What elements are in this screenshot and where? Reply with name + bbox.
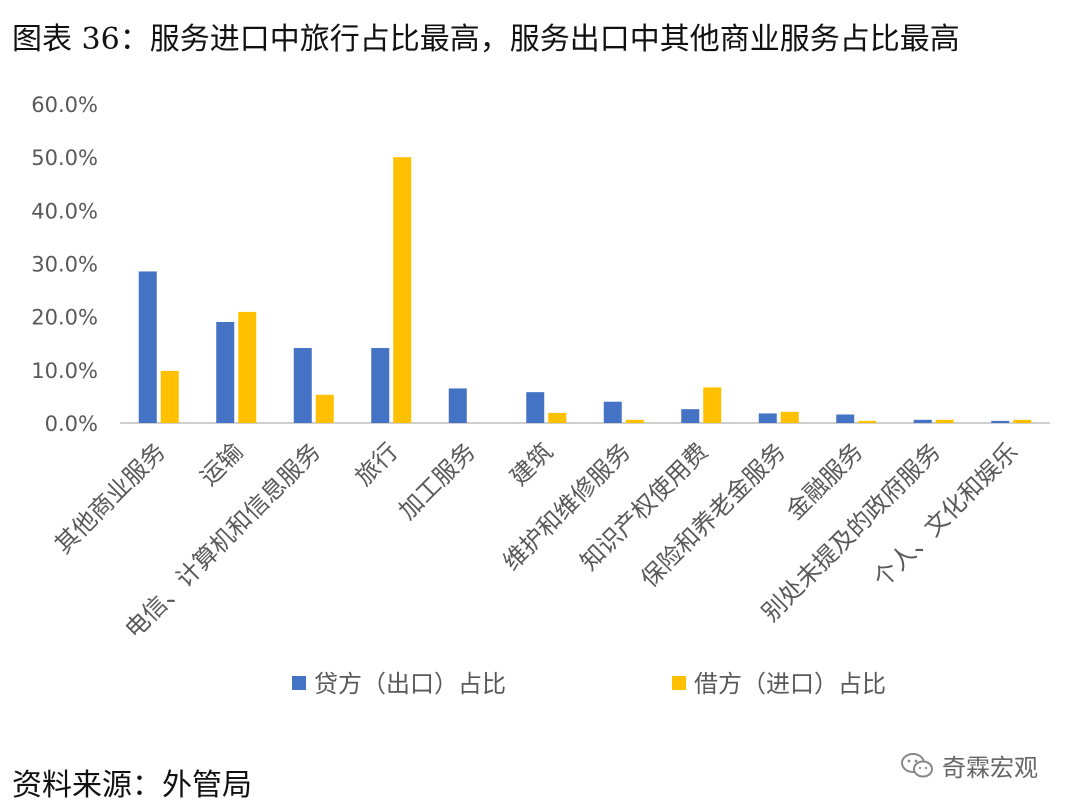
- y-tick-label: 50.0%: [31, 146, 98, 170]
- bar-import: [315, 394, 334, 423]
- bar-export: [371, 348, 390, 423]
- bar-export: [216, 321, 235, 423]
- bar-export: [758, 413, 777, 423]
- bar-import: [160, 370, 179, 423]
- bar-import: [625, 419, 644, 423]
- bar-export: [913, 419, 932, 423]
- x-tick-label: 个人、文化和娱乐: [868, 437, 1024, 593]
- legend: 贷方（出口）占比 借方（进口）占比: [292, 670, 886, 698]
- x-tick-label: 保险和养老金服务: [635, 437, 791, 593]
- x-tick-label: 运输: [195, 437, 249, 491]
- bar-import: [703, 387, 722, 423]
- y-tick-label: 0.0%: [45, 412, 98, 436]
- legend-swatch: [292, 676, 306, 690]
- x-tick-label: 其他商业服务: [49, 437, 171, 559]
- bars: [138, 157, 1032, 423]
- y-tick-label: 20.0%: [31, 306, 98, 330]
- bar-import: [858, 420, 877, 423]
- x-tick-label: 旅行: [350, 437, 404, 491]
- watermark: 奇霖宏观: [900, 748, 1038, 783]
- bar-export: [603, 401, 622, 423]
- bar-export: [448, 388, 467, 423]
- bar-import: [393, 157, 412, 423]
- x-tick-label: 加工服务: [393, 437, 481, 525]
- legend-swatch: [672, 676, 686, 690]
- y-tick-label: 60.0%: [31, 93, 98, 117]
- bar-import: [935, 419, 954, 423]
- source-note: 资料来源：外管局: [12, 768, 252, 803]
- bar-export: [138, 271, 157, 423]
- legend-label: 借方（进口）占比: [694, 670, 886, 698]
- y-tick-label: 30.0%: [31, 253, 98, 277]
- bar-export: [681, 409, 700, 423]
- chart-title: 图表 36：服务进口中旅行占比最高，服务出口中其他商业服务占比最高: [12, 22, 960, 57]
- bar-import: [238, 311, 257, 423]
- y-tick-label: 10.0%: [31, 359, 98, 383]
- bar-import: [548, 412, 567, 423]
- bar-import: [1013, 419, 1032, 423]
- y-axis-ticks: 0.0% 10.0% 20.0% 30.0% 40.0% 50.0% 60.0%: [31, 93, 98, 436]
- bar-export: [991, 420, 1010, 423]
- bar-export: [526, 392, 545, 423]
- watermark-text: 奇霖宏观: [942, 754, 1038, 782]
- bar-export: [836, 414, 855, 423]
- bar-import: [780, 411, 799, 423]
- x-tick-label: 建筑: [505, 437, 559, 491]
- y-tick-label: 40.0%: [31, 199, 98, 223]
- legend-label: 贷方（出口）占比: [314, 670, 506, 698]
- bar-export: [293, 348, 312, 423]
- wechat-icon: [901, 752, 933, 777]
